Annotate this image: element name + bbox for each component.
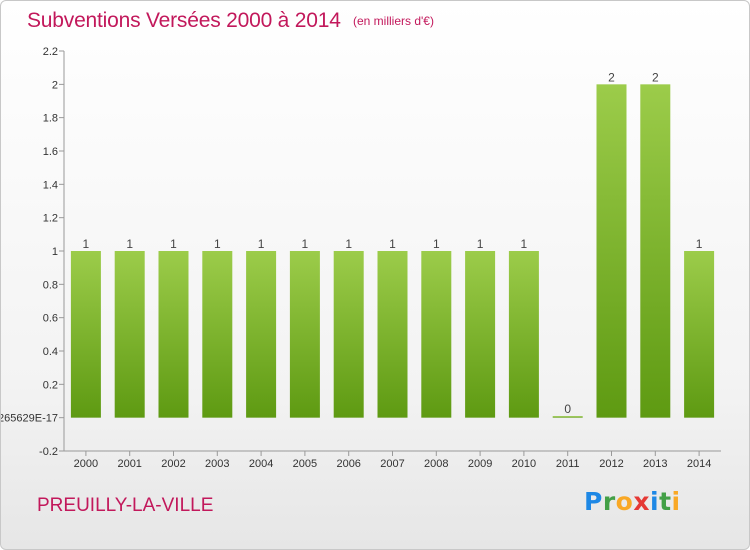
bar	[596, 84, 627, 418]
y-tick-label: 0.2	[43, 379, 58, 391]
x-tick-label: 2005	[293, 458, 317, 470]
x-tick-label: 2007	[380, 458, 404, 470]
bar	[552, 416, 583, 418]
x-tick-label: 2003	[205, 458, 229, 470]
bar-value-label: 1	[258, 237, 265, 251]
y-tick-label: 0.8	[43, 279, 58, 291]
y-tick-label: 2	[52, 79, 58, 91]
y-tick-label: 0.4	[43, 346, 58, 358]
y-tick-label: 1	[52, 246, 58, 258]
x-tick-label: 2012	[599, 458, 623, 470]
x-tick-label: 2006	[336, 458, 360, 470]
bar-value-label: 1	[345, 237, 352, 251]
y-tick-label: -1.5265629E-17	[1, 413, 58, 425]
chart-title: Subventions Versées 2000 à 2014	[27, 9, 341, 32]
y-tick-label: 1.8	[43, 113, 58, 125]
bar-value-label: 1	[477, 237, 484, 251]
x-tick-label: 2010	[512, 458, 536, 470]
y-tick-label: 1.2	[43, 213, 58, 225]
bar	[202, 251, 233, 418]
bar-value-label: 2	[608, 70, 615, 84]
bar-value-label: 1	[170, 237, 177, 251]
bar	[333, 251, 364, 418]
bar-value-label: 1	[126, 237, 133, 251]
bar	[158, 251, 189, 418]
y-tick-label: 1.6	[43, 146, 58, 158]
y-tick-label: -0.2	[39, 446, 58, 458]
bar	[289, 251, 320, 418]
bar-value-label: 1	[83, 237, 90, 251]
bar	[421, 251, 452, 418]
commune-name: PREUILLY-LA-VILLE	[37, 495, 214, 516]
bar-value-label: 1	[696, 237, 703, 251]
unit-note: (en milliers d'€)	[353, 14, 434, 28]
bar-value-label: 0	[564, 402, 571, 416]
proxiti-logo: Proxiti	[584, 487, 681, 516]
x-tick-label: 2013	[643, 458, 667, 470]
bar	[377, 251, 408, 418]
bar	[684, 251, 715, 418]
bar-value-label: 1	[433, 237, 440, 251]
x-tick-label: 2001	[117, 458, 141, 470]
bar	[465, 251, 496, 418]
x-tick-label: 2008	[424, 458, 448, 470]
x-tick-label: 2014	[687, 458, 711, 470]
x-tick-label: 2011	[556, 458, 580, 470]
bar-value-label: 1	[214, 237, 221, 251]
x-tick-label: 2009	[468, 458, 492, 470]
x-tick-label: 2002	[161, 458, 185, 470]
y-tick-label: 1.4	[43, 179, 58, 191]
x-tick-label: 2004	[249, 458, 273, 470]
bar-value-label: 2	[652, 70, 659, 84]
bar	[640, 84, 671, 418]
x-tick-label: 2000	[74, 458, 98, 470]
bar-value-label: 1	[302, 237, 309, 251]
y-tick-label: 0.6	[43, 313, 58, 325]
bar	[114, 251, 145, 418]
bar	[246, 251, 277, 418]
bar	[508, 251, 539, 418]
bar-value-label: 1	[389, 237, 396, 251]
bar-value-label: 1	[521, 237, 528, 251]
bar	[70, 251, 101, 418]
y-tick-label: 2.2	[43, 46, 58, 58]
